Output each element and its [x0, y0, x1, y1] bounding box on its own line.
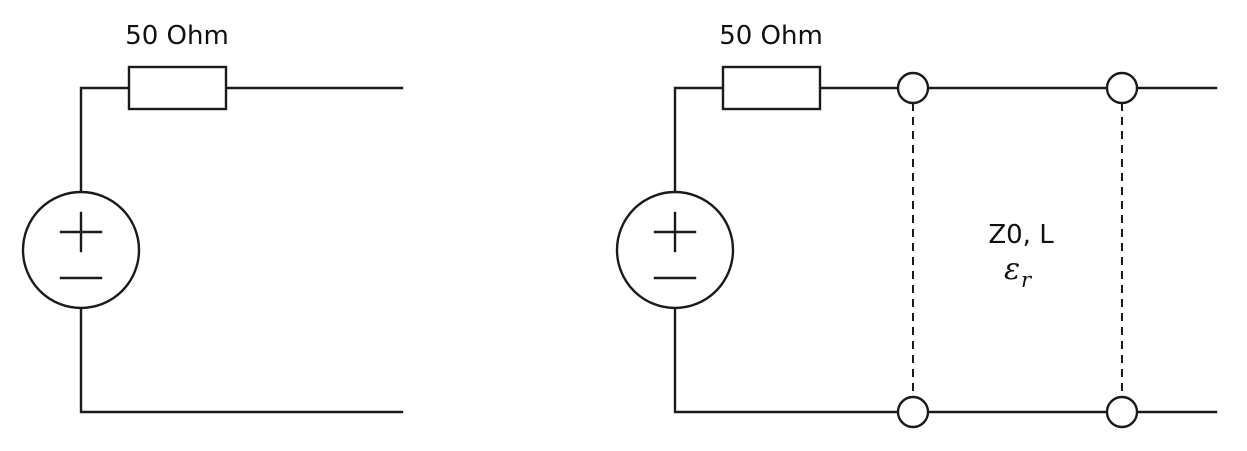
port1-bottom-terminal	[896, 395, 930, 429]
permittivity-label: ε r	[1004, 252, 1033, 292]
voltage-source-right	[615, 190, 735, 310]
port2-top-terminal	[1105, 71, 1139, 105]
permittivity-subscript: r	[1021, 268, 1033, 292]
voltage-source-left	[21, 190, 141, 310]
resistor-left	[127, 65, 228, 111]
circuit-left: 50 Ohm	[21, 21, 404, 414]
wire-source-to-resistor-right	[673, 86, 725, 194]
plus-icon	[653, 211, 697, 253]
circuit-right: 50 Ohm Z0, L ε r	[615, 21, 1218, 429]
resistor-label-left: 50 Ohm	[125, 21, 229, 51]
resistor-label-right: 50 Ohm	[719, 21, 823, 51]
plus-icon	[59, 211, 103, 253]
line-params-label: Z0, L	[988, 220, 1054, 250]
port1-top-terminal	[896, 71, 930, 105]
resistor-right	[721, 65, 822, 111]
permittivity-symbol: ε	[1004, 252, 1020, 287]
wire-bottom-return-left	[79, 307, 404, 414]
wire-source-to-resistor-left	[79, 86, 131, 194]
wire-bottom-return-right	[673, 307, 900, 414]
port2-bottom-terminal	[1105, 395, 1139, 429]
